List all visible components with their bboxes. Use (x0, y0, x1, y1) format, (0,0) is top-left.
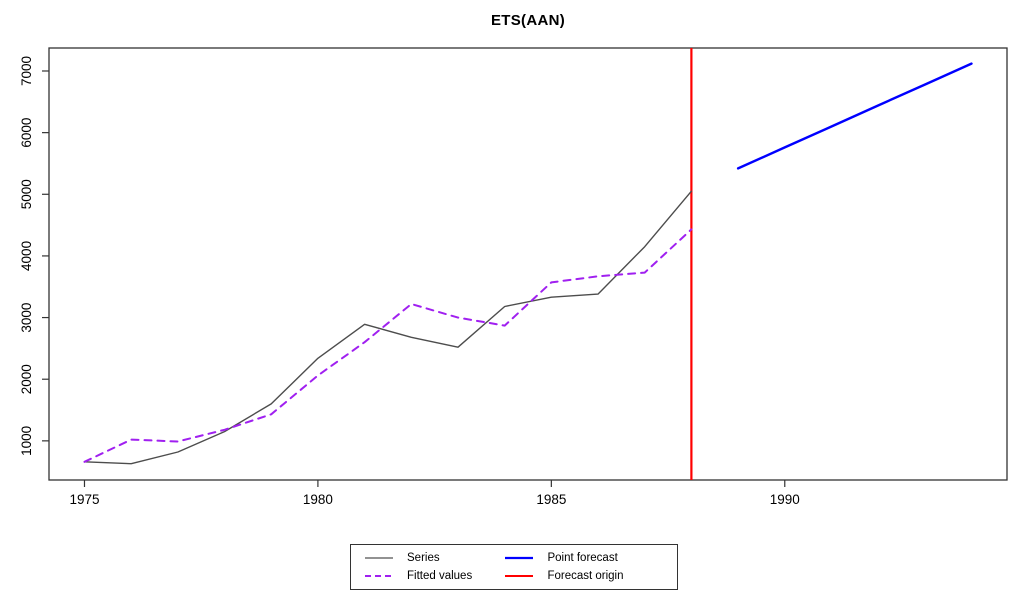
y-axis-tick-label: 1000 (19, 426, 34, 456)
legend-item-series: Series (365, 552, 505, 564)
legend-label-point-forecast: Point forecast (547, 552, 618, 564)
legend-label-forecast-origin: Forecast origin (547, 570, 624, 582)
chart-title: ETS(AAN) (490, 12, 566, 29)
legend-item-forecast-origin: Forecast origin (505, 570, 667, 582)
y-axis-tick-label: 6000 (19, 118, 34, 148)
series-line (83, 190, 693, 465)
legend: Series Fitted values Point forecast Fore… (350, 544, 678, 590)
y-axis-tick-label: 5000 (19, 179, 34, 209)
y-axis-tick-label: 3000 (19, 303, 34, 333)
legend-item-point-forecast: Point forecast (505, 552, 667, 564)
y-axis-tick-label: 7000 (19, 56, 34, 86)
point-forecast-line (736, 62, 973, 170)
fitted-values-line (83, 228, 693, 463)
legend-label-series: Series (407, 552, 440, 564)
x-axis-tick-label: 1975 (69, 492, 99, 507)
forecast-origin-line-swatch (505, 575, 534, 577)
y-axis-tick-label: 4000 (19, 241, 34, 271)
legend-item-fitted-values: Fitted values (365, 570, 505, 582)
fitted-values-line-swatch (365, 575, 393, 577)
x-axis-tick-label: 1990 (770, 492, 800, 507)
series-line-swatch (365, 557, 393, 559)
legend-label-fitted-values: Fitted values (407, 570, 473, 582)
x-axis-tick-label: 1985 (536, 492, 566, 507)
y-axis-tick-label: 2000 (19, 364, 34, 394)
x-axis-tick-label: 1980 (303, 492, 333, 507)
plot-border (48, 47, 1008, 481)
point-forecast-line-swatch (505, 556, 534, 560)
